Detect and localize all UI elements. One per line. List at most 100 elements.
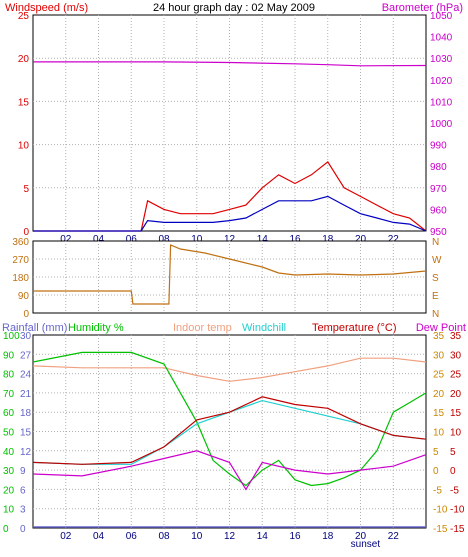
direction-tick-label: 270 bbox=[12, 255, 29, 266]
wind-average-line bbox=[33, 195, 427, 232]
windspeed-tick-label: 10 bbox=[18, 141, 30, 152]
x-tick-label: 22 bbox=[388, 531, 400, 542]
barometer-tick-label: 1030 bbox=[430, 54, 453, 65]
humidity-tick-label: 70 bbox=[3, 389, 15, 400]
direction-panel-lines bbox=[33, 244, 427, 305]
temp-tick-label: 20 bbox=[450, 389, 462, 400]
barometer-tick-label: 950 bbox=[430, 227, 447, 238]
barometer-tick-label: 1010 bbox=[430, 97, 453, 108]
barometer-line bbox=[33, 61, 427, 67]
temp-tick-label-orange: 25 bbox=[433, 370, 445, 381]
x-tick-label: 18 bbox=[322, 234, 334, 245]
temp-tick-label-orange: -5 bbox=[433, 485, 442, 496]
windspeed-axis-title: Windspeed (m/s) bbox=[5, 2, 88, 14]
rain-tick-label: 12 bbox=[20, 447, 32, 458]
dewpoint-line bbox=[32, 450, 427, 491]
temp-tick-label: 0 bbox=[450, 466, 456, 477]
humidity-tick-label: 20 bbox=[3, 485, 15, 496]
temp-tick-label-orange: 0 bbox=[433, 466, 439, 477]
direction-tick-label: 360 bbox=[12, 237, 29, 248]
indoor-temp-header: Indoor temp bbox=[173, 322, 232, 334]
barometer-axis-title: Barometer (hPa) bbox=[382, 2, 463, 14]
temp-tick-label-orange: -15 bbox=[433, 524, 448, 535]
temp-tick-label: 5 bbox=[450, 447, 456, 458]
rain-tick-label: 18 bbox=[20, 408, 32, 419]
compass-tick-label: N bbox=[432, 309, 439, 320]
direction-panel-grid bbox=[33, 241, 426, 313]
wind-direction-line bbox=[33, 244, 427, 305]
dewpoint-header: Dew Point bbox=[416, 322, 466, 334]
x-tick-label: 16 bbox=[289, 531, 301, 542]
windchill-header: Windchill bbox=[242, 322, 286, 334]
temp-tick-label: -5 bbox=[450, 485, 459, 496]
x-tick-label: 06 bbox=[126, 234, 138, 245]
rain-tick-label: 27 bbox=[20, 350, 32, 361]
x-tick-label: 20 bbox=[355, 234, 367, 245]
x-tick-label: 14 bbox=[257, 234, 269, 245]
windspeed-tick-label: 20 bbox=[18, 54, 30, 65]
windspeed-tick-label: 0 bbox=[23, 227, 29, 238]
humidity-tick-label: 90 bbox=[3, 350, 15, 361]
humidity-tick-label: 80 bbox=[3, 370, 15, 381]
temp-tick-label-orange: 15 bbox=[433, 408, 445, 419]
sunset-label: sunset bbox=[351, 539, 381, 550]
wind-panel-grid bbox=[33, 15, 426, 231]
temperature-line bbox=[32, 396, 427, 465]
humidity-header: Humidity % bbox=[68, 322, 124, 334]
humidity-tick-label: 50 bbox=[3, 428, 15, 439]
temp-tick-label: -10 bbox=[450, 505, 465, 516]
temp-tick-label-orange: 30 bbox=[433, 350, 445, 361]
barometer-tick-label: 1000 bbox=[430, 119, 453, 130]
x-tick-label: 08 bbox=[158, 531, 170, 542]
temp-tick-label: 25 bbox=[450, 370, 462, 381]
x-tick-label: 08 bbox=[158, 234, 170, 245]
x-tick-label: 04 bbox=[93, 531, 105, 542]
compass-tick-label: N bbox=[432, 237, 439, 248]
rain-tick-label: 24 bbox=[20, 370, 32, 381]
windspeed-tick-label: 15 bbox=[18, 97, 30, 108]
windspeed-tick-label: 25 bbox=[18, 11, 30, 22]
direction-tick-label: 90 bbox=[18, 291, 30, 302]
wind-panel-lines bbox=[33, 61, 427, 232]
x-tick-label: 06 bbox=[126, 531, 138, 542]
x-tick-label: 20 bbox=[355, 531, 367, 542]
barometer-tick-label: 1020 bbox=[430, 76, 453, 87]
x-tick-label: 18 bbox=[322, 531, 334, 542]
temperature-header: Temperature (°C) bbox=[312, 322, 396, 334]
rain-tick-label: 0 bbox=[20, 524, 26, 535]
direction-panel-ticks: 360 N 270 W 180 S 90 E 0 N bbox=[12, 237, 442, 320]
x-tick-label: 12 bbox=[224, 234, 236, 245]
x-tick-label: 12 bbox=[224, 531, 236, 542]
humidity-tick-label: 100 bbox=[3, 331, 20, 342]
x-tick-label: 14 bbox=[257, 531, 269, 542]
humidity-tick-label: 40 bbox=[3, 447, 15, 458]
rain-tick-label: 3 bbox=[20, 505, 26, 516]
compass-tick-label: W bbox=[432, 255, 442, 266]
temp-tick-label: -15 bbox=[450, 524, 465, 535]
rainfall-header: Rainfall (mm) bbox=[2, 322, 67, 334]
windspeed-line bbox=[33, 161, 427, 232]
temp-tick-label: 30 bbox=[450, 350, 462, 361]
temp-tick-label-orange: 5 bbox=[433, 447, 439, 458]
x-tick-label: 10 bbox=[191, 531, 203, 542]
rain-tick-label: 9 bbox=[20, 466, 26, 477]
temp-tick-label-orange: -10 bbox=[433, 505, 448, 516]
temp-tick-label-orange: 10 bbox=[433, 428, 445, 439]
barometer-tick-label: 990 bbox=[430, 141, 447, 152]
humidity-tick-label: 60 bbox=[3, 408, 15, 419]
x-tick-label: 02 bbox=[60, 531, 72, 542]
rain-tick-label: 21 bbox=[20, 389, 32, 400]
x-tick-label: 10 bbox=[191, 234, 203, 245]
rain-tick-label: 30 bbox=[20, 331, 32, 342]
graph-title: 24 hour graph day : 02 May 2009 bbox=[153, 2, 315, 14]
x-tick-label: 02 bbox=[60, 234, 72, 245]
rain-tick-label: 15 bbox=[20, 428, 32, 439]
indoor-temp-line bbox=[32, 357, 427, 382]
x-tick-label: 16 bbox=[289, 234, 301, 245]
humidity-tick-label: 10 bbox=[3, 505, 15, 516]
direction-tick-label: 180 bbox=[12, 273, 29, 284]
temp-tick-label-orange: 20 bbox=[433, 389, 445, 400]
compass-tick-label: E bbox=[432, 291, 439, 302]
barometer-tick-label: 980 bbox=[430, 162, 447, 173]
